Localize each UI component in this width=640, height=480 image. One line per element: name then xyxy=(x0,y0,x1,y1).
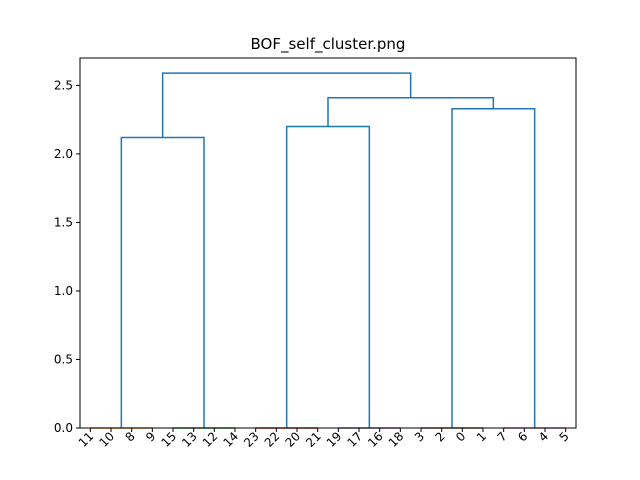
leaf-label: 4 xyxy=(536,429,551,444)
leaf-label: 17 xyxy=(344,429,365,450)
merge-link-4 xyxy=(327,96,495,127)
merge-link-2 xyxy=(285,125,371,428)
leaf-label: 5 xyxy=(556,429,571,444)
leaf-label: 11 xyxy=(76,429,97,450)
leaf-label: 18 xyxy=(386,429,407,450)
y-tick-label: 1.5 xyxy=(54,215,73,229)
y-tick-label: 2.0 xyxy=(54,147,73,161)
leaf-label: 3 xyxy=(412,429,427,444)
leaf-label: 14 xyxy=(220,429,241,450)
chart-title: BOF_self_cluster.png xyxy=(251,35,406,54)
y-tick-label: 2.5 xyxy=(54,78,73,92)
leaf-label: 1 xyxy=(474,429,489,444)
y-tick-label: 0.0 xyxy=(54,421,73,435)
leaf-label: 2 xyxy=(432,429,447,444)
leaf-label: 0 xyxy=(453,429,468,444)
leaf-label: 20 xyxy=(282,429,303,450)
leaf-label: 21 xyxy=(303,429,324,450)
leaf-label: 12 xyxy=(200,429,221,450)
merge-link-5 xyxy=(161,72,412,138)
leaf-label: 10 xyxy=(96,429,117,450)
leaf-label: 7 xyxy=(494,429,509,444)
leaf-label: 19 xyxy=(324,429,345,450)
axes-frame xyxy=(79,57,577,429)
leaf-label: 13 xyxy=(179,429,200,450)
leaf-label: 22 xyxy=(262,429,283,450)
y-tick-label: 1.0 xyxy=(54,284,73,298)
leaf-label: 23 xyxy=(241,429,262,450)
leaf-label: 9 xyxy=(143,429,158,444)
leaf-label: 15 xyxy=(158,429,179,450)
merge-link-3 xyxy=(451,107,536,428)
plot-area: 0.00.51.01.52.02.511 10 8 9 15 13 12 14 23 22 20 21… xyxy=(54,57,577,450)
leaf-label: 16 xyxy=(365,429,386,450)
leaf-label: 8 xyxy=(122,429,137,444)
leaf-label: 6 xyxy=(515,429,530,444)
merge-link-1 xyxy=(120,136,205,428)
y-tick-label: 0.5 xyxy=(54,352,73,366)
